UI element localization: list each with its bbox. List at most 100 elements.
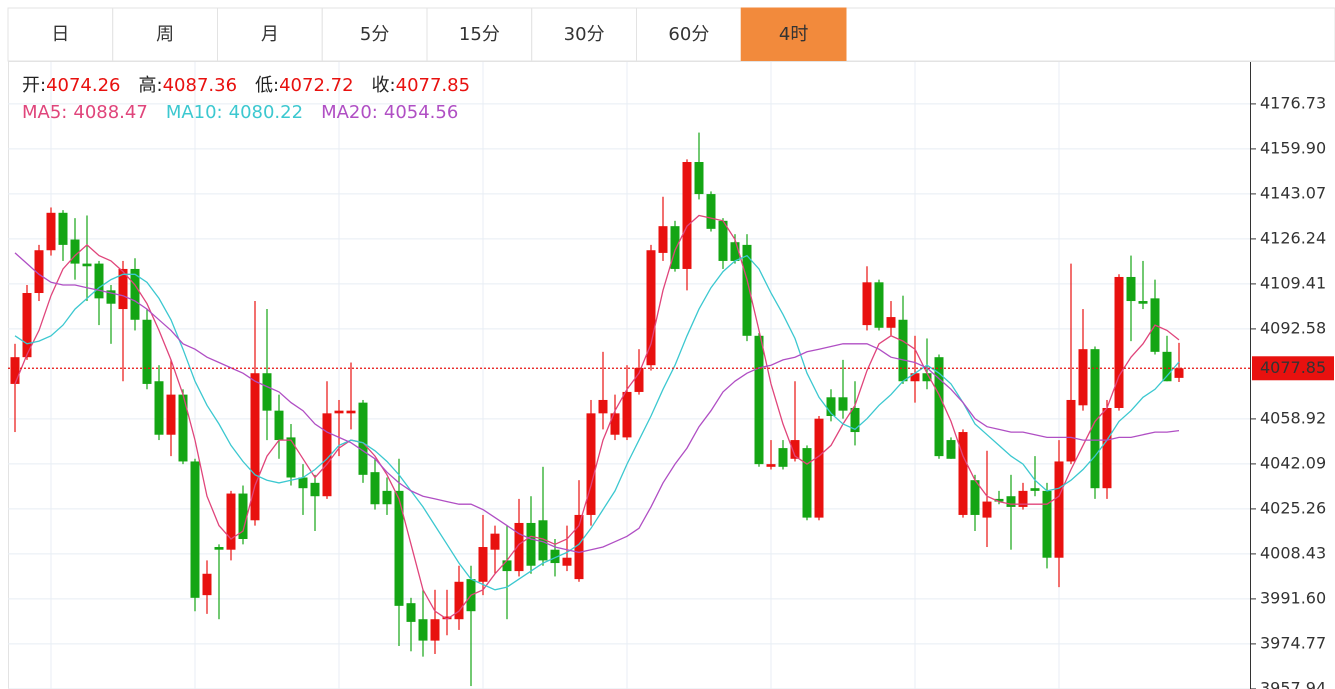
tab[interactable]: 周 [112, 7, 218, 62]
candle-body [766, 464, 776, 467]
ma-line [14, 214, 1180, 620]
candle-body [742, 244, 752, 336]
ohlc-label: 开: [22, 75, 46, 96]
candle-body [178, 394, 188, 462]
candle-body [1138, 301, 1148, 304]
candle-body [142, 319, 152, 384]
candle-body [22, 293, 32, 358]
tab-bg [740, 7, 847, 62]
candle-body [586, 413, 596, 515]
tab-bg [217, 7, 323, 62]
candle-body [610, 413, 620, 435]
candle-body [274, 410, 284, 441]
tab-label: 日 [51, 24, 69, 45]
candle-body [898, 319, 908, 382]
tab-bg [7, 7, 114, 62]
candle-body [922, 373, 932, 382]
candle-body [754, 335, 764, 465]
candle-body [910, 373, 920, 382]
candle-body [538, 520, 548, 561]
y-tick-label: 4058.92 [1260, 408, 1326, 427]
tab-label: 周 [156, 24, 174, 45]
candle-body [1066, 399, 1076, 462]
candle-body [994, 498, 1004, 502]
candle-body [94, 263, 104, 299]
candle-body [202, 573, 212, 596]
y-tick-label: 4176.73 [1260, 93, 1326, 112]
candle-body [346, 410, 356, 414]
candle-body [130, 268, 140, 320]
ohlc-value: 4074.26 [46, 75, 120, 96]
tab[interactable]: 日 [7, 7, 114, 62]
candle-body [58, 212, 68, 245]
candle-body [670, 226, 680, 269]
candle-body [238, 493, 248, 540]
candle-body [1090, 349, 1100, 489]
ohlc-value: 4087.36 [163, 75, 237, 96]
candle-body [214, 547, 224, 550]
candle-body [1042, 490, 1052, 558]
y-tick-label: 4092.58 [1260, 318, 1326, 337]
candle-body [562, 557, 572, 566]
candle-body [106, 290, 116, 304]
candle-body [862, 282, 872, 326]
tab-label: 15分 [459, 24, 500, 45]
candle-body [1174, 368, 1184, 378]
candle-body [970, 480, 980, 515]
candle-body [82, 263, 92, 267]
candle-body [382, 490, 392, 505]
tab[interactable]: 月 [217, 7, 323, 62]
candle-body [826, 397, 836, 417]
y-tick-label: 3957.94 [1260, 678, 1326, 689]
y-tick-label: 4159.90 [1260, 138, 1326, 157]
candle-body [358, 402, 368, 475]
ma-legend-label: MA20: [321, 102, 378, 123]
y-tick-label: 4008.43 [1260, 543, 1326, 562]
candle-body [1102, 407, 1112, 489]
last-price-box [1252, 356, 1334, 381]
candle-body [790, 440, 800, 459]
candle-body [46, 212, 56, 251]
candle-body [718, 220, 728, 261]
candle-body [322, 413, 332, 497]
tab-bg [531, 7, 637, 62]
tab-label: 5分 [360, 24, 389, 45]
candle-body [502, 560, 512, 572]
candle-body [574, 514, 584, 580]
candle-body [778, 448, 788, 467]
candle-body [514, 522, 524, 572]
y-tick-label: 3974.77 [1260, 633, 1326, 652]
y-tick-label: 4042.09 [1260, 453, 1326, 472]
candle-body [394, 490, 404, 606]
ohlc-header: 开:4074.26 高:4087.36 低:4072.72 收:4077.85 [22, 75, 470, 96]
candle-body [418, 619, 428, 641]
candle-body [490, 533, 500, 550]
candle-body [334, 410, 344, 414]
candle-body [850, 407, 860, 433]
candle-body [1030, 488, 1040, 491]
candle-body [190, 461, 200, 598]
y-tick-label: 3991.60 [1260, 588, 1326, 607]
last-price-label: 4077.85 [1260, 358, 1326, 377]
candle-body [154, 381, 164, 435]
candle-body [886, 317, 896, 328]
candle-body [874, 282, 884, 328]
candle-body [442, 616, 452, 620]
candle-body [946, 440, 956, 459]
tab[interactable]: 5分 [321, 7, 428, 62]
candle-body [430, 619, 440, 641]
y-tick-label: 4143.07 [1260, 183, 1326, 202]
ma-legend-label: MA10: [166, 102, 223, 123]
candle-body [838, 397, 848, 411]
tab[interactable]: 60分 [636, 7, 742, 62]
tab[interactable]: 15分 [426, 7, 533, 62]
ohlc-value: 4072.72 [279, 75, 353, 96]
candle-body [34, 250, 44, 294]
tab[interactable]: 4时 [740, 7, 847, 62]
candle-body [694, 161, 704, 195]
candle-body [478, 547, 488, 582]
tab[interactable]: 30分 [531, 7, 637, 62]
candle-body [1078, 349, 1088, 406]
candle-body [118, 268, 128, 310]
